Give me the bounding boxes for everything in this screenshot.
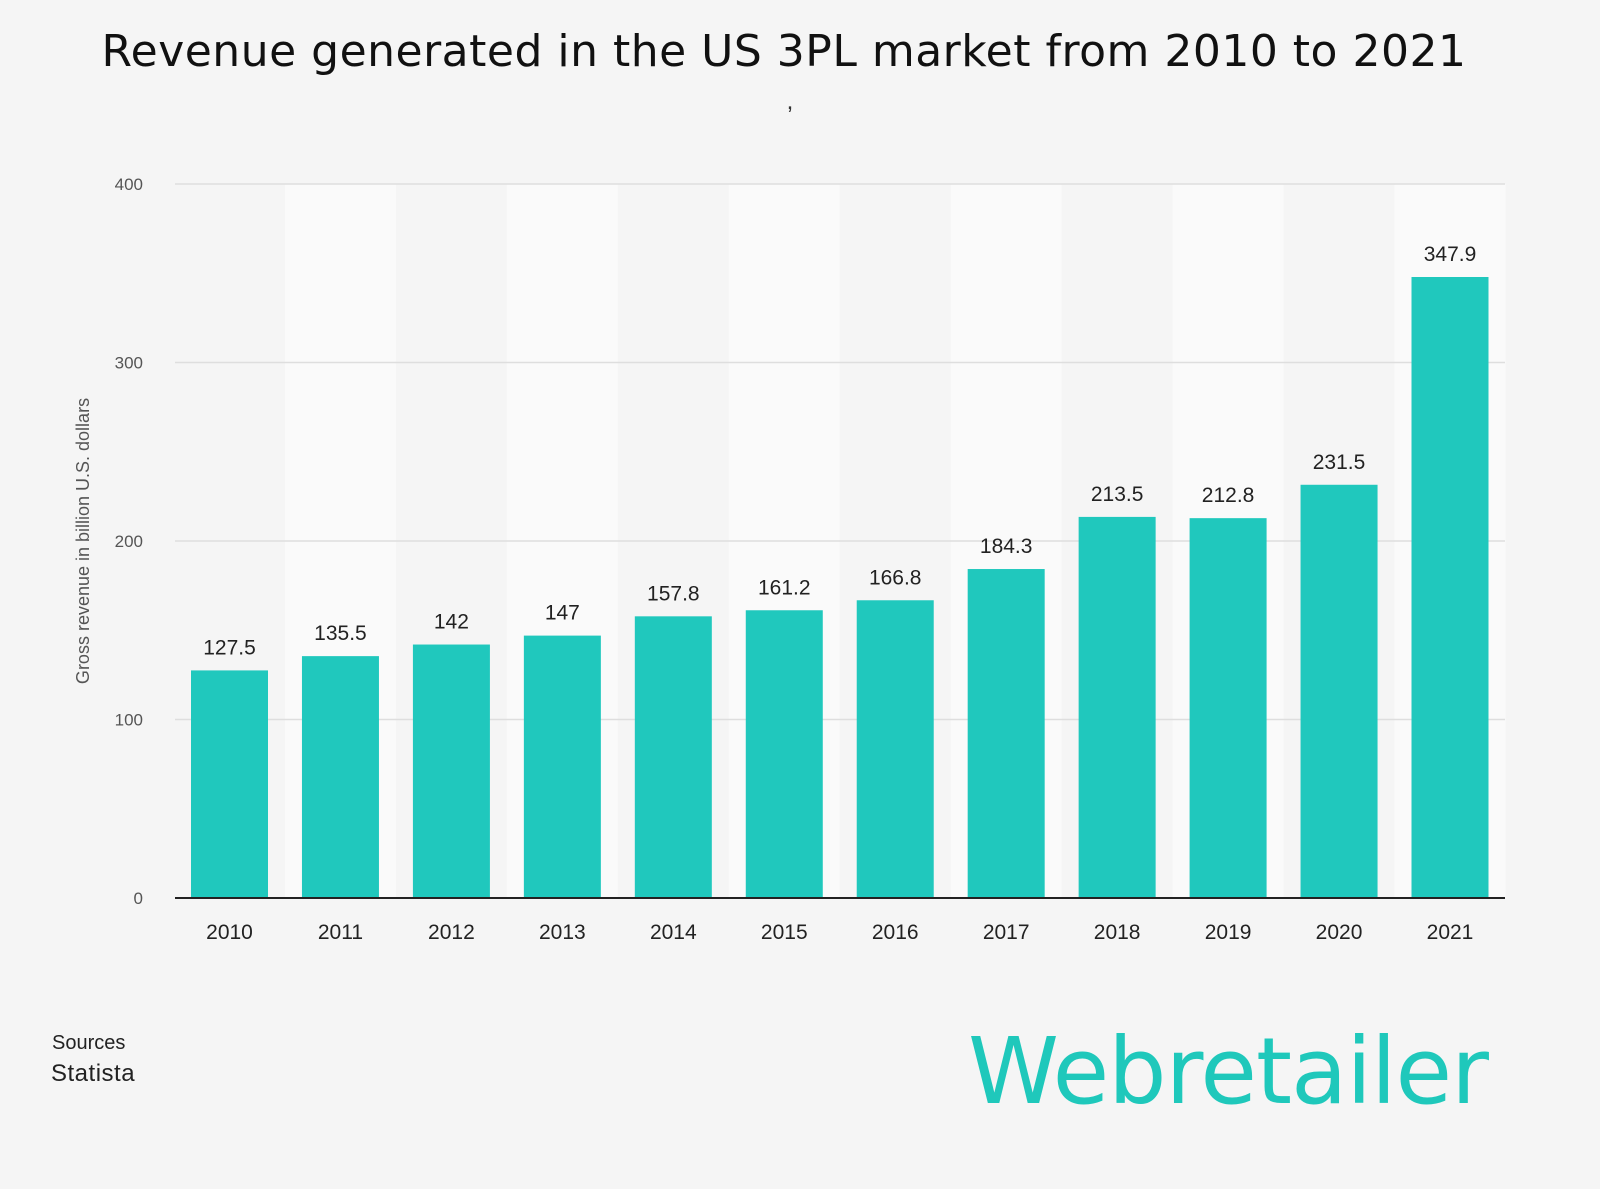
sources-label: Sources — [52, 1032, 126, 1054]
value-label: 213.5 — [1091, 483, 1144, 506]
bar — [745, 610, 823, 898]
bar — [191, 670, 268, 898]
x-tick-label: 2017 — [983, 921, 1030, 944]
chart-title: Revenue generated in the US 3PL market f… — [101, 26, 1467, 77]
y-tick-label: 400 — [115, 175, 143, 194]
x-tick-label: 2021 — [1427, 921, 1474, 944]
value-label: 147 — [545, 602, 580, 625]
x-tick-label: 2019 — [1205, 921, 1252, 944]
chart-subtitle-clipped: , — [600, 104, 980, 118]
x-axis-ticks: 2010 2011 2012 2013 2014 2015 2016 2017 2018 2019… — [206, 921, 1473, 944]
value-label: 231.5 — [1313, 451, 1366, 474]
bar — [1189, 518, 1267, 898]
y-tick-label: 300 — [115, 354, 143, 373]
bar — [967, 569, 1045, 898]
sources-value: Statista — [51, 1060, 136, 1087]
y-tick-label: 0 — [134, 889, 143, 908]
brand-logo: Webretailer — [968, 1018, 1489, 1125]
y-axis-label: Gross revenue in billion U.S. dollars — [73, 398, 93, 684]
bar-chart: 0 100 200 300 400 Gross revenue in billion U… — [73, 175, 1506, 944]
value-label: 166.8 — [869, 566, 922, 589]
value-label: 127.5 — [203, 636, 256, 659]
gridlines — [175, 183, 1505, 721]
value-label: 184.3 — [980, 535, 1033, 558]
x-tick-label: 2020 — [1316, 921, 1363, 944]
y-tick-label: 100 — [115, 711, 143, 730]
bar — [523, 635, 601, 898]
x-tick-label: 2010 — [206, 921, 253, 944]
bar — [1300, 484, 1378, 898]
chart-subtitle: , — [600, 104, 980, 116]
value-labels: 127.5 135.5 142 147 157.8 161.2 166.8 184.3 213.… — [203, 243, 1476, 659]
x-tick-label: 2018 — [1094, 921, 1141, 944]
bar — [1078, 516, 1156, 898]
x-tick-label: 2013 — [539, 921, 586, 944]
bar — [634, 616, 712, 898]
bar — [856, 600, 934, 898]
bar — [1411, 276, 1489, 898]
value-label: 142 — [434, 611, 469, 634]
x-tick-label: 2011 — [318, 921, 363, 944]
x-tick-label: 2012 — [428, 921, 475, 944]
value-label: 212.8 — [1202, 484, 1255, 507]
bars — [191, 276, 1489, 898]
bar — [301, 656, 379, 898]
x-tick-label: 2014 — [650, 921, 697, 944]
value-label: 135.5 — [314, 622, 367, 645]
y-tick-label: 200 — [115, 532, 143, 551]
x-tick-label: 2016 — [872, 921, 919, 944]
value-label: 157.8 — [647, 582, 700, 605]
value-label: 161.2 — [758, 576, 811, 599]
y-axis-ticks: 0 100 200 300 400 — [115, 175, 143, 908]
x-tick-label: 2015 — [761, 921, 808, 944]
value-label: 347.9 — [1424, 243, 1477, 266]
bar — [412, 644, 490, 898]
